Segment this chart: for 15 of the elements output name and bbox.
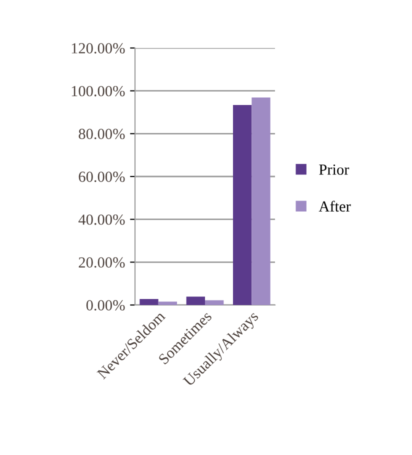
legend-label: After bbox=[318, 200, 351, 212]
y-tick-label: 80.00% bbox=[78, 128, 125, 140]
y-tick-label: 20.00% bbox=[78, 257, 125, 268]
y-tick-label: 120.00% bbox=[72, 43, 125, 54]
y-tick-label: 40.00% bbox=[78, 214, 125, 225]
y-tick-label: 0.00% bbox=[86, 300, 125, 311]
bar bbox=[233, 104, 252, 305]
legend-label: Prior bbox=[319, 164, 350, 175]
y-tick-label: 60.00% bbox=[78, 172, 125, 182]
bar bbox=[140, 299, 158, 305]
bar bbox=[252, 97, 270, 305]
bar bbox=[158, 302, 177, 305]
bar bbox=[186, 296, 205, 305]
bar bbox=[205, 300, 224, 305]
y-tick-label: 100.00% bbox=[72, 86, 125, 96]
